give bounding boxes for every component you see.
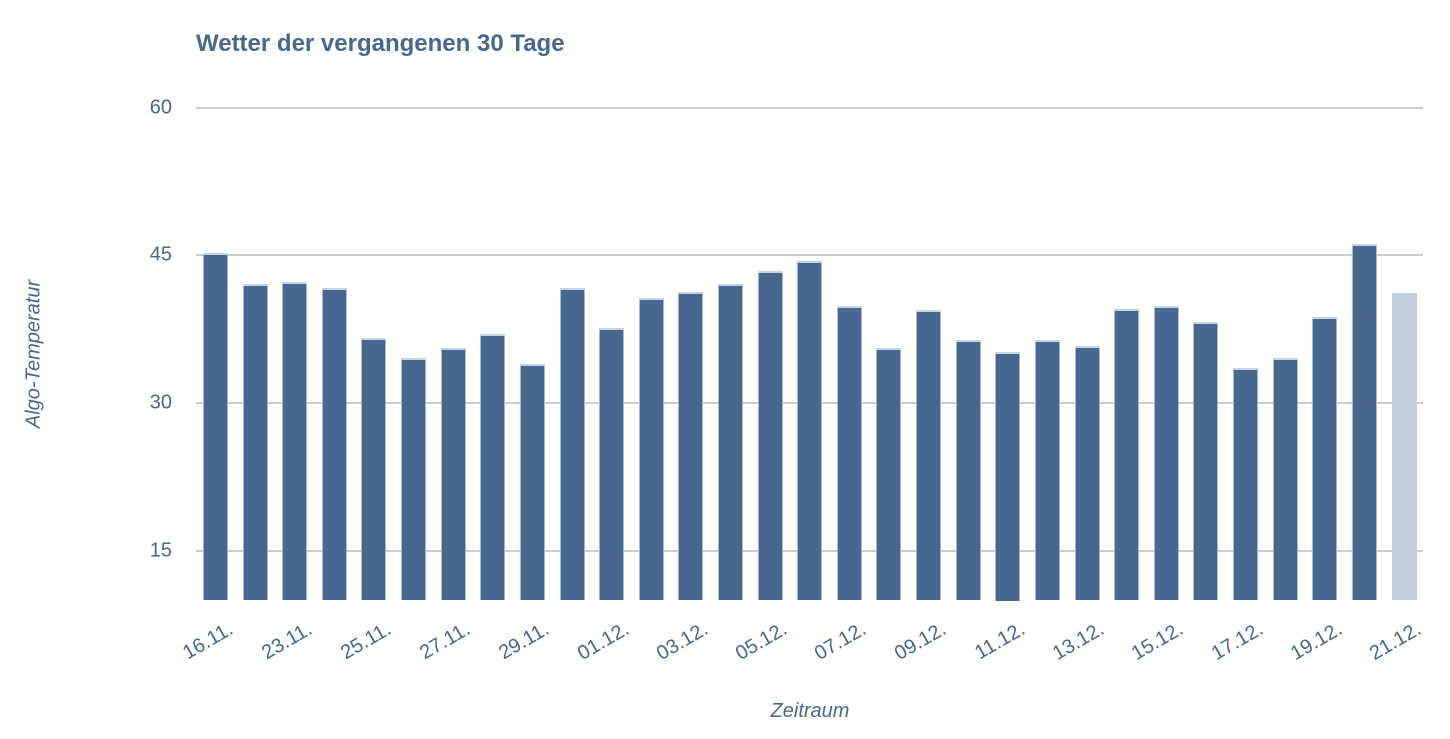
bar-29.11.[interactable]: [519, 363, 545, 601]
y-tick-label: 30: [149, 391, 172, 414]
bar-cap: [995, 352, 1021, 354]
bar-22.11.[interactable]: [242, 283, 268, 601]
bar-12.12.[interactable]: [1034, 340, 1060, 601]
x-tick-label: 03.12.: [652, 618, 712, 665]
bar-02.12.[interactable]: [638, 297, 664, 601]
bar-11.12.[interactable]: [995, 352, 1021, 601]
x-tick-label: 27.11.: [416, 618, 475, 665]
bar-cap: [1074, 346, 1100, 349]
chart-title: Wetter der vergangenen 30 Tage: [196, 30, 565, 57]
bar-26.11.[interactable]: [401, 357, 427, 601]
bar-06.12.[interactable]: [797, 261, 823, 601]
bar-14.12.[interactable]: [1114, 308, 1140, 601]
bar-cap: [242, 283, 268, 286]
bar-cap: [876, 348, 902, 351]
bar-cap: [559, 287, 585, 290]
x-tick-label: 21.12.: [1365, 618, 1425, 665]
bar-17.12.[interactable]: [1233, 367, 1259, 601]
bar-cap: [480, 334, 506, 337]
bar-cap: [718, 283, 744, 286]
bar-24.11.[interactable]: [321, 287, 347, 601]
bar-cap: [282, 281, 308, 284]
x-tick-label: 11.12.: [970, 618, 1029, 665]
bar-25.11.[interactable]: [361, 338, 387, 601]
bar-27.11.[interactable]: [440, 348, 466, 601]
y-tick-label: 45: [149, 243, 172, 266]
bar-cap: [321, 287, 347, 290]
bar-23.11.[interactable]: [282, 281, 308, 601]
bar-20.12.[interactable]: [1351, 243, 1377, 601]
bar-19.12.[interactable]: [1312, 316, 1338, 601]
x-tick-label: 19.12.: [1286, 618, 1346, 665]
bar-cap: [916, 309, 942, 312]
x-tick-label: 29.11.: [495, 618, 554, 665]
x-tick-label: 23.11.: [257, 618, 316, 665]
bar-cap: [757, 271, 783, 274]
bar-cap: [1034, 340, 1060, 343]
bar-04.12.[interactable]: [718, 283, 744, 601]
bar-cap: [440, 348, 466, 351]
x-tick-label: 09.12.: [890, 618, 950, 665]
bar-cap: [955, 340, 981, 343]
bar-cap: [401, 357, 427, 360]
gridline: [196, 254, 1423, 257]
bar-21.12.[interactable]: [1391, 292, 1417, 601]
bar-cap: [1114, 308, 1140, 311]
bar-cap: [1193, 322, 1219, 325]
y-axis-title: Algo-Temperatur: [22, 279, 45, 429]
x-tick-label: 07.12.: [811, 618, 871, 665]
bar-cap: [1233, 367, 1259, 370]
bar-16.11.[interactable]: [203, 253, 228, 601]
bar-10.12.[interactable]: [955, 340, 981, 601]
bar-28.11.[interactable]: [480, 334, 506, 601]
x-tick-label: 17.12.: [1207, 618, 1267, 665]
bar-15.12.[interactable]: [1153, 305, 1179, 601]
bar-09.12.[interactable]: [916, 309, 942, 601]
bar-01.12.[interactable]: [599, 328, 625, 601]
bar-cap: [797, 261, 823, 264]
bar-07.12.[interactable]: [836, 305, 862, 601]
bar-cap: [519, 363, 545, 366]
bar-16.12.[interactable]: [1193, 322, 1219, 601]
x-tick-label: 25.11.: [337, 618, 395, 665]
x-tick-label: 15.12.: [1128, 618, 1188, 665]
bar-cap: [1153, 305, 1179, 308]
bar-05.12.[interactable]: [757, 271, 783, 601]
x-tick-label: 05.12.: [731, 618, 792, 665]
bar-cap: [361, 338, 387, 341]
bar-cap: [203, 253, 228, 256]
y-tick-label: 15: [149, 539, 172, 562]
bar-13.12.[interactable]: [1074, 346, 1100, 601]
bar-30.11.[interactable]: [559, 287, 585, 601]
bar-cap: [1272, 357, 1298, 360]
bar-03.12.[interactable]: [678, 291, 704, 601]
bar-cap: [638, 297, 664, 300]
x-tick-label: 01.12.: [573, 618, 633, 665]
x-tick-label: 16.11.: [178, 618, 237, 665]
x-tick-label: 13.12.: [1048, 618, 1109, 665]
bar-cap: [1351, 243, 1377, 246]
x-axis-title: Zeitraum: [770, 700, 850, 722]
bar-cap: [836, 305, 862, 308]
gridline: [196, 106, 1423, 109]
bar-cap: [1312, 316, 1338, 319]
bar-cap: [678, 291, 704, 294]
bar-08.12.[interactable]: [876, 348, 902, 601]
bar-cap: [599, 328, 625, 331]
y-tick-label: 60: [149, 96, 172, 118]
bar-18.12.[interactable]: [1272, 357, 1298, 601]
